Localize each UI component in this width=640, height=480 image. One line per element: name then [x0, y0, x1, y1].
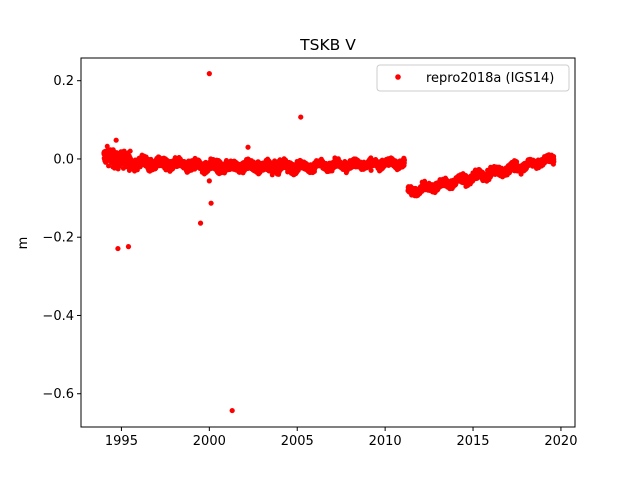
y-tick-label: 0.0 [53, 152, 74, 167]
outlier-point [125, 244, 132, 250]
legend-box [376, 64, 570, 92]
outlier-point [245, 144, 251, 150]
data-point [104, 143, 110, 149]
outlier-point [115, 245, 121, 252]
legend: repro2018a (IGS14) [376, 64, 570, 92]
data-point [127, 148, 133, 154]
y-tick-label: −0.4 [42, 309, 74, 324]
y-axis-label: m [16, 237, 31, 250]
x-tick-label: 2005 [281, 434, 314, 449]
data-point [401, 157, 407, 163]
data-point [106, 163, 112, 169]
outlier-point [206, 178, 212, 184]
x-tick-label: 2010 [369, 434, 402, 449]
data-point [551, 159, 557, 165]
outlier-point [206, 71, 212, 77]
outlier-point [113, 137, 119, 143]
axes-frame [80, 57, 576, 428]
chart-title: TSKB V [299, 36, 356, 54]
x-tick-label: 2020 [544, 434, 577, 449]
plot-area [101, 71, 557, 414]
y-tick-label: −0.2 [42, 231, 74, 246]
y-tick-label: −0.6 [42, 387, 74, 402]
y-tick-label: 0.2 [53, 74, 74, 89]
x-axis: 1995 2000 2005 2010 2015 2020 [105, 427, 577, 449]
outlier-point [368, 167, 374, 173]
legend-marker [395, 74, 401, 80]
legend-label: repro2018a (IGS14) [426, 71, 554, 86]
x-tick-label: 2015 [456, 434, 489, 449]
y-axis: 0.2 0.0 −0.2 −0.4 −0.6 [42, 74, 81, 402]
data-points [101, 143, 557, 199]
outlier-point [298, 114, 304, 120]
outlier-point [197, 220, 204, 226]
x-tick-label: 2000 [193, 434, 226, 449]
outlier-points [113, 71, 374, 414]
x-tick-label: 1995 [105, 434, 138, 449]
outlier-point [208, 200, 214, 206]
outlier-point [229, 407, 235, 414]
